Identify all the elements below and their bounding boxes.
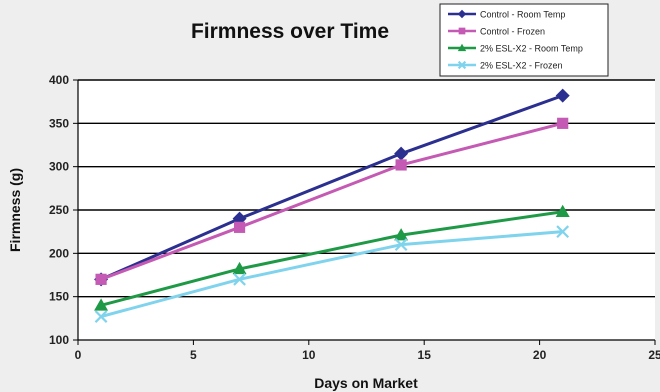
data-point [394,146,409,161]
data-point [394,238,408,252]
series-4 [94,225,570,323]
legend-label: Control - Room Temp [480,10,565,20]
x-marker-stroke [457,60,467,70]
chart-title: Firmness over Time [191,20,389,43]
y-tick-label: 400 [49,73,69,87]
x-marker-stroke [233,272,246,286]
x-axis-title: Days on Market [314,375,418,391]
series-line [100,94,564,281]
x-tick-label: 20 [533,348,547,362]
series-2 [95,117,569,285]
y-tick-labels: 100 150 200 250 300 350 400 [49,73,69,347]
series-layer [94,88,570,323]
legend-marker [457,9,467,19]
legend-marker [458,27,466,35]
x-tick-label: 15 [418,348,432,362]
x-marker-stroke [394,238,408,252]
y-tick-label: 150 [49,290,69,304]
series-line [100,210,563,307]
data-point [233,272,246,286]
legend-label: Control - Frozen [480,27,545,37]
series-line [100,121,564,281]
series-line [100,230,563,319]
legend: Control - Room Temp Control - Frozen 2% ES… [439,3,609,77]
x-marker-stroke [94,310,108,323]
data-point [557,117,569,129]
y-tick-label: 250 [49,203,69,217]
data-point [394,228,409,241]
data-point [95,273,107,285]
x-tick-label: 0 [75,348,82,362]
x-tick-labels: 0 5 10 15 20 25 [75,348,660,362]
x-tick-label: 5 [190,348,197,362]
legend-marker [457,60,467,70]
data-point [555,88,570,103]
x-tick-label: 25 [648,348,660,362]
data-point [232,261,247,275]
data-point [555,204,570,217]
y-tick-label: 300 [49,160,69,174]
legend-label: 2% ESL-X2 - Frozen [480,61,563,71]
axes [73,79,656,345]
legend-label: 2% ESL-X2 - Room Temp [480,44,583,54]
y-tick-label: 350 [49,116,69,130]
y-tick-label: 100 [49,333,69,347]
data-point [94,310,108,323]
data-point [395,159,407,171]
legend-marker [457,43,467,52]
data-point [94,298,109,311]
y-axis-title: Firmness (g) [7,168,23,252]
data-point [233,221,246,233]
x-tick-label: 10 [302,348,316,362]
y-tick-label: 200 [49,246,69,260]
x-marker-stroke [556,225,570,239]
series-3 [94,204,570,311]
data-point [556,225,570,239]
